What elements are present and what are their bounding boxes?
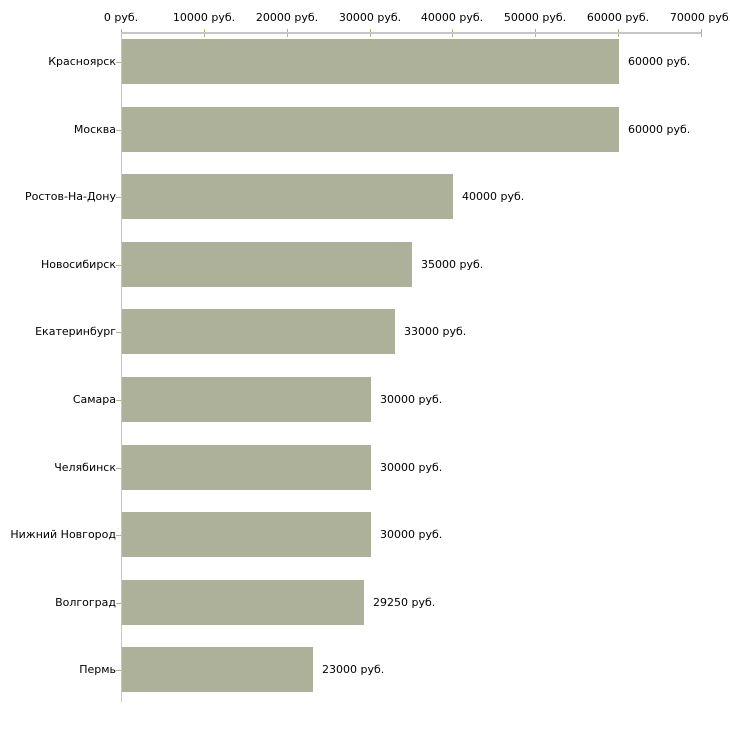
bar	[122, 445, 371, 490]
x-axis-tick-label: 30000 руб.	[338, 11, 402, 24]
x-axis-tick	[701, 29, 702, 37]
bar	[122, 647, 313, 692]
category-tick	[116, 62, 121, 63]
value-label: 33000 руб.	[404, 325, 467, 338]
x-axis-tick-label: 20000 руб.	[255, 11, 319, 24]
x-axis-tick-label: 70000 руб.	[669, 11, 730, 24]
category-tick	[116, 535, 121, 536]
y-axis-line	[121, 32, 122, 702]
value-label: 35000 руб.	[421, 258, 484, 271]
bar	[122, 39, 619, 84]
category-tick	[116, 670, 121, 671]
value-label: 40000 руб.	[462, 190, 525, 203]
x-axis-tick-label: 40000 руб.	[420, 11, 484, 24]
category-label: Екатеринбург	[35, 325, 116, 338]
category-tick	[116, 468, 121, 469]
value-label: 23000 руб.	[322, 663, 385, 676]
category-label: Самара	[72, 393, 116, 406]
bar	[122, 242, 412, 287]
category-tick	[116, 332, 121, 333]
value-label: 29250 руб.	[373, 596, 436, 609]
category-label: Ростов-На-Дону	[24, 190, 116, 203]
x-axis-line	[121, 32, 701, 34]
category-label: Новосибирск	[40, 258, 116, 271]
value-label: 30000 руб.	[380, 461, 443, 474]
bar	[122, 377, 371, 422]
x-axis-tick-label: 10000 руб.	[172, 11, 236, 24]
bar	[122, 107, 619, 152]
category-tick	[116, 197, 121, 198]
x-axis-tick-label: 0 руб.	[103, 11, 139, 24]
value-label: 60000 руб.	[628, 55, 691, 68]
bar	[122, 512, 371, 557]
category-label: Нижний Новгород	[10, 528, 116, 541]
category-label: Волгоград	[55, 596, 116, 609]
category-tick	[116, 400, 121, 401]
category-tick	[116, 130, 121, 131]
value-label: 60000 руб.	[628, 123, 691, 136]
bar	[122, 174, 453, 219]
bar	[122, 580, 364, 625]
category-label: Пермь	[79, 663, 116, 676]
category-tick	[116, 265, 121, 266]
x-axis-tick-label: 50000 руб.	[503, 11, 567, 24]
category-label: Красноярск	[48, 55, 116, 68]
bar	[122, 309, 395, 354]
category-label: Москва	[73, 123, 116, 136]
value-label: 30000 руб.	[380, 393, 443, 406]
x-axis-tick-label: 60000 руб.	[586, 11, 650, 24]
category-tick	[116, 603, 121, 604]
category-label: Челябинск	[54, 461, 116, 474]
value-label: 30000 руб.	[380, 528, 443, 541]
